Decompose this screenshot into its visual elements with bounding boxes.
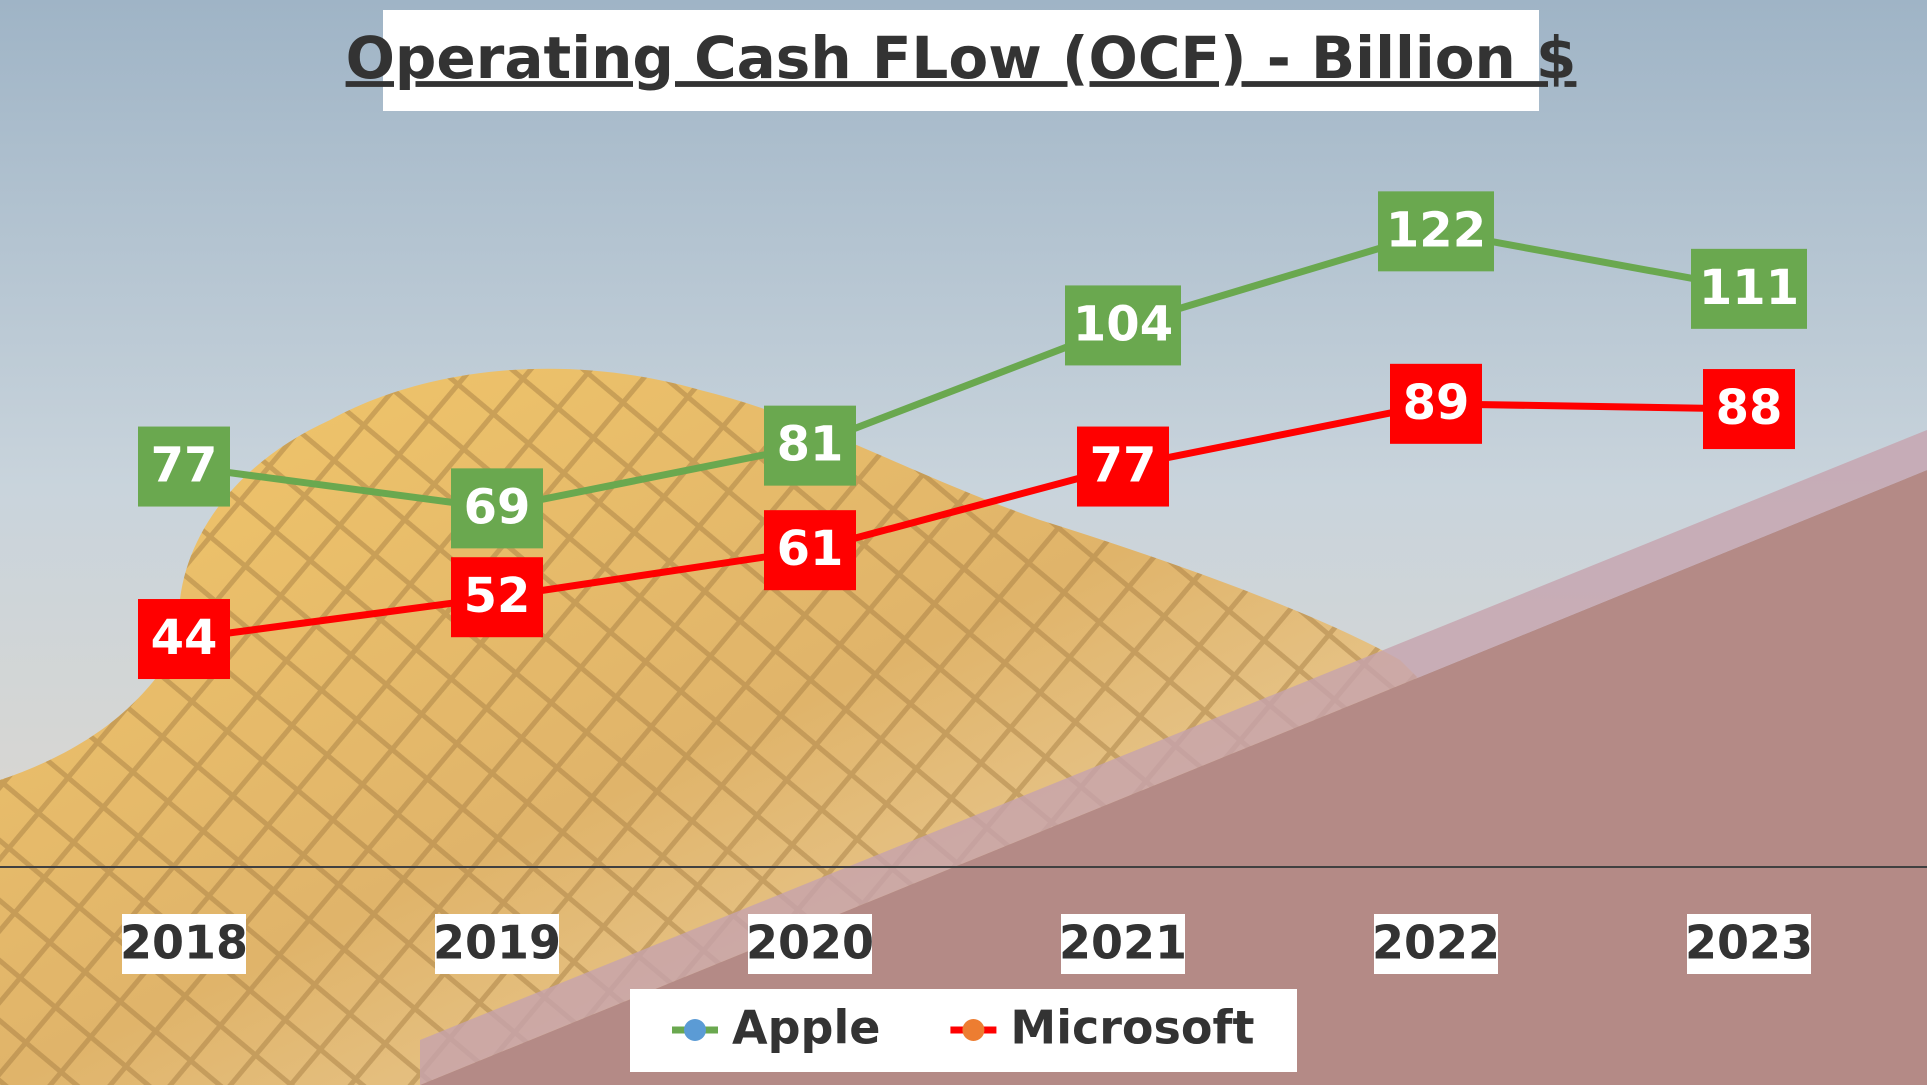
chart-title: Operating Cash FLow (OCF) - Billion $ xyxy=(346,24,1577,92)
data-label-box xyxy=(1390,363,1482,444)
title-box xyxy=(383,10,1539,111)
x-tick-label: 2023 xyxy=(1685,916,1813,970)
series-line xyxy=(183,400,1750,643)
data-label: 77 xyxy=(151,438,218,494)
data-label: 44 xyxy=(151,610,218,666)
data-label-box xyxy=(1065,285,1181,366)
data-label: 88 xyxy=(1716,380,1783,436)
data-label: 104 xyxy=(1073,296,1173,352)
data-label: 122 xyxy=(1386,202,1486,258)
data-label: 77 xyxy=(1090,438,1157,494)
x-tick-box xyxy=(1374,914,1498,974)
x-tick-box xyxy=(435,914,559,974)
data-label-box xyxy=(451,468,543,549)
x-tick-label: 2019 xyxy=(433,916,561,970)
x-tick-label: 2022 xyxy=(1372,916,1500,970)
data-label: 69 xyxy=(464,479,531,535)
data-label-box xyxy=(1703,369,1795,450)
data-label: 89 xyxy=(1403,375,1470,431)
legend-label: Apple xyxy=(732,1001,880,1055)
x-tick-box xyxy=(1687,914,1811,974)
x-tick-box xyxy=(1061,914,1185,974)
legend-marker xyxy=(962,1019,985,1041)
data-label-box xyxy=(1378,191,1494,272)
x-tick-label: 2020 xyxy=(746,916,874,970)
x-tick-label: 2018 xyxy=(120,916,248,970)
data-label-box xyxy=(138,599,230,680)
x-tick-box xyxy=(748,914,872,974)
data-label-box xyxy=(764,405,856,486)
legend-marker xyxy=(684,1019,706,1041)
data-label-box xyxy=(451,557,543,638)
data-label: 111 xyxy=(1699,260,1799,316)
data-label-box xyxy=(1077,426,1169,507)
data-label: 81 xyxy=(777,417,844,473)
data-label: 52 xyxy=(464,568,531,624)
x-tick-box xyxy=(122,914,246,974)
data-label-box xyxy=(1691,248,1807,329)
data-label: 61 xyxy=(777,521,844,577)
legend-label: Microsoft xyxy=(1010,1001,1254,1055)
x-tick-label: 2021 xyxy=(1059,916,1187,970)
data-label-box xyxy=(764,510,856,591)
data-label-box xyxy=(138,426,230,507)
